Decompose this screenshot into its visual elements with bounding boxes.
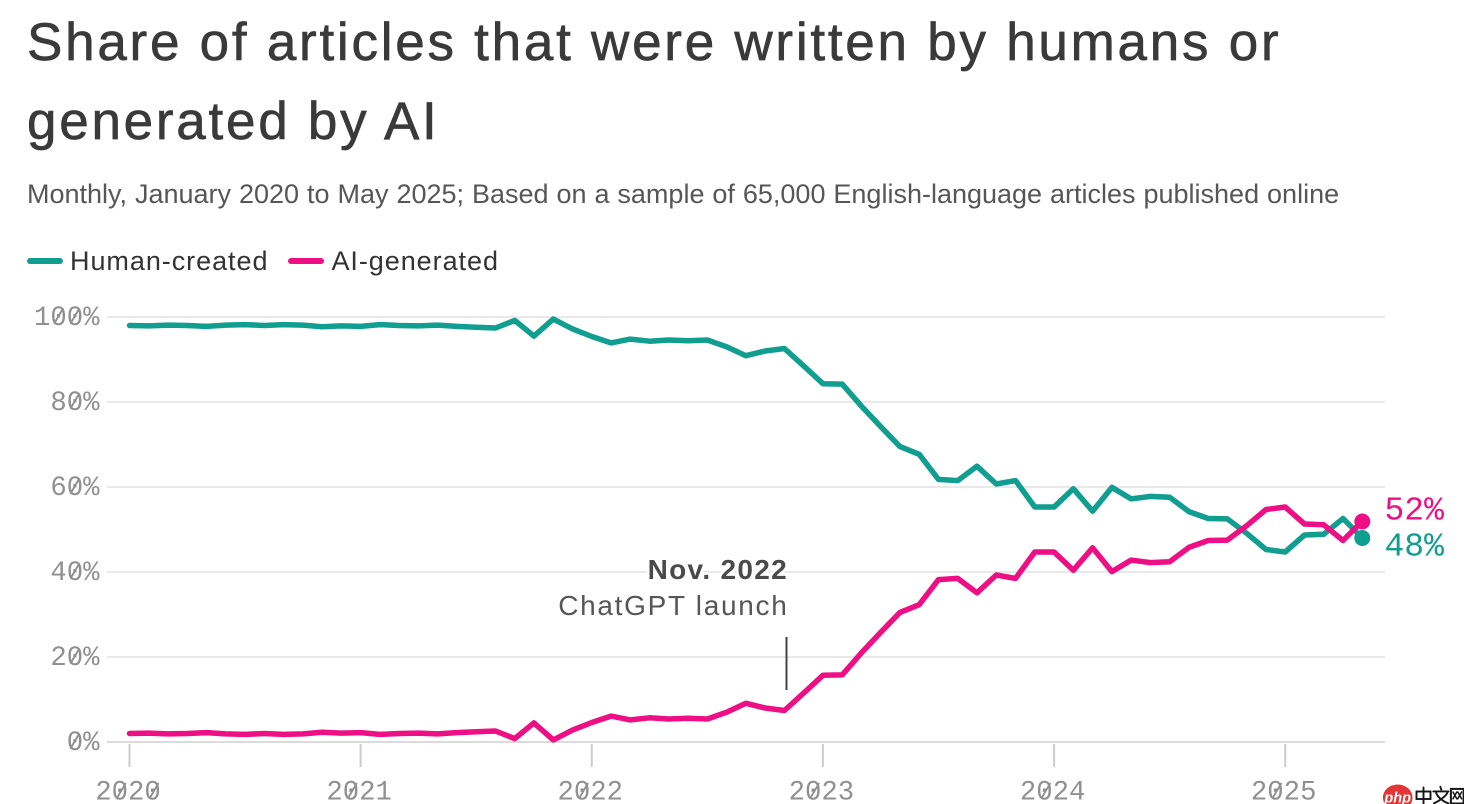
svg-text:2023: 2023 — [789, 778, 855, 804]
svg-text:php: php — [1383, 791, 1411, 804]
svg-text:52%: 52% — [1385, 492, 1445, 529]
svg-text:2024: 2024 — [1020, 778, 1086, 804]
svg-text:Nov. 2022: Nov. 2022 — [648, 554, 788, 585]
svg-text:48%: 48% — [1385, 529, 1445, 566]
svg-text:0%: 0% — [67, 728, 100, 759]
svg-text:20%: 20% — [50, 643, 100, 674]
svg-text:2022: 2022 — [558, 778, 624, 804]
svg-text:2025: 2025 — [1251, 778, 1317, 804]
svg-text:40%: 40% — [50, 558, 100, 589]
svg-text:2021: 2021 — [326, 778, 392, 804]
svg-text:60%: 60% — [50, 473, 100, 504]
svg-text:100%: 100% — [34, 303, 100, 334]
svg-text:80%: 80% — [50, 388, 100, 419]
svg-text:2020: 2020 — [95, 778, 161, 804]
svg-text:ChatGPT launch: ChatGPT launch — [558, 590, 788, 621]
